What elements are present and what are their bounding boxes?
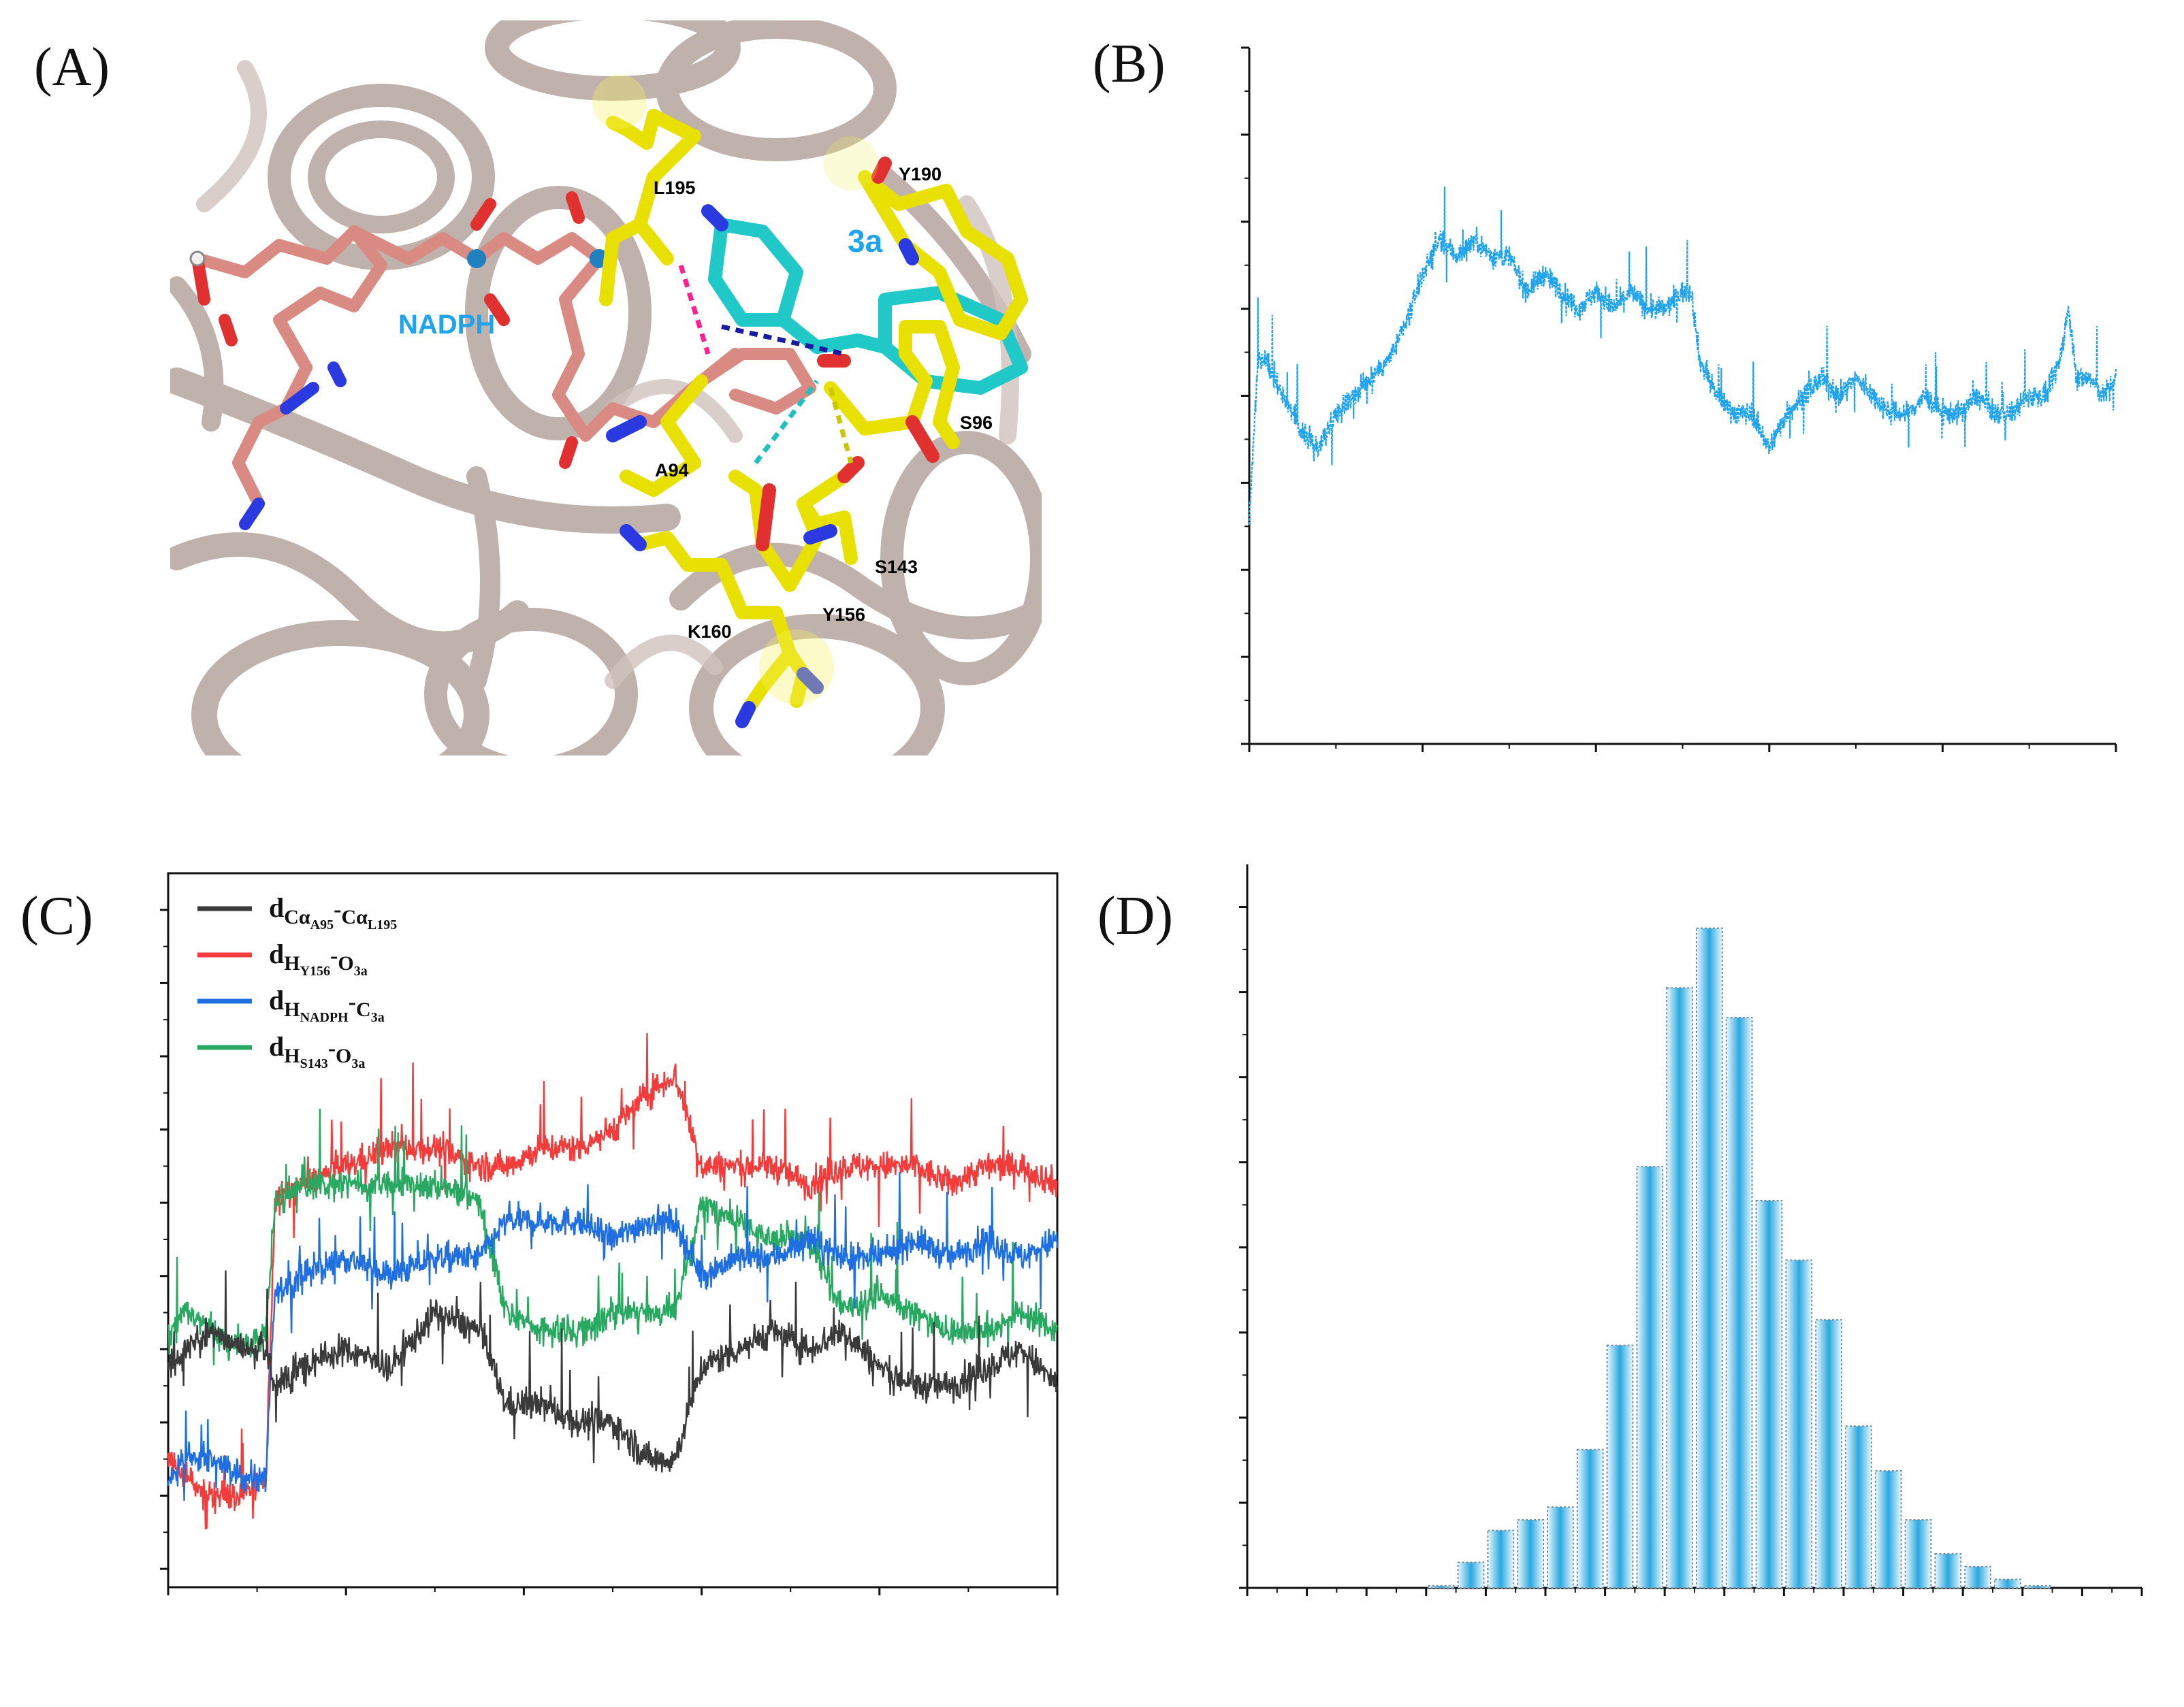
legend-entry-label: dHY156-O3a [269,939,368,979]
distribution-bar [1666,987,1693,1589]
distribution-bar [1934,1552,1962,1589]
panel-a-label: (A) [34,37,110,97]
distribution-bar [1874,1470,1902,1589]
distribution-bar [2023,1584,2051,1589]
distribution-bar [1547,1506,1574,1589]
distribution-bar [1964,1565,1991,1589]
residue-label-y156: Y156 [822,604,865,625]
distribution-bar [1845,1425,1872,1589]
ligand-label: 3a [848,223,883,259]
panel-c: (C) dCαA95-CαL195dHY156-O3adHNADPH-C3adH… [20,872,1059,1595]
distribution-bar [1725,1017,1753,1589]
residue-label-a94: A94 [655,460,689,481]
legend-sub1: Cα [284,906,310,928]
legend-sub3: O [338,952,353,975]
legend-sub1: H [284,952,300,975]
rmsd-chart [1241,46,2117,752]
distance-chart [160,872,1059,1595]
protein-structure-image [170,20,1042,755]
legend-sep: - [349,990,356,1015]
distribution-bar [1755,1199,1783,1589]
residue-label-k160: K160 [688,621,732,642]
cofactor-label: NADPH [398,310,495,340]
legend-sub2: A95 [310,917,334,932]
legend-sub3: O [336,1045,351,1067]
panel-b-label: (B) [1093,34,1166,94]
distribution-bar [1487,1529,1515,1589]
legend-sub4: L195 [368,917,397,932]
legend-main: d [269,1031,284,1062]
panel-d-label: (D) [1097,886,1173,946]
distribution-bar [1427,1584,1455,1589]
panel-a: (A) [34,20,1042,755]
distribution-bar [1636,1165,1664,1589]
distribution-bar [1696,927,1723,1589]
distribution-bar [1904,1518,1932,1589]
residue-label-s96: S96 [960,412,993,433]
distance-legend: dCαA95-CαL195dHY156-O3adHNADPH-C3adHS143… [197,892,397,1071]
residue-label-l195: L195 [654,178,696,198]
legend-sub1: H [284,1045,300,1067]
legend-sub4: 3a [371,1010,385,1025]
legend-sep: - [330,943,338,969]
distribution-bar [1994,1578,2021,1589]
legend-sub4: 3a [354,964,368,979]
distance-series-h-s143-o-3a [167,1108,1059,1366]
legend-main: d [269,892,284,923]
legend-entry-label: dHS143-O3a [269,1031,365,1071]
panel-b: (B) [1093,34,2117,752]
legend-main: d [269,985,284,1015]
panel-d: (D) [1097,864,2143,1596]
legend-sub3: Cα [341,906,368,928]
distribution-bar [1606,1344,1634,1589]
legend-sub2: Y156 [300,964,330,979]
legend-main: d [269,939,284,969]
residue-label-y190: Y190 [899,164,942,184]
distribution-chart [1239,864,2143,1596]
legend-sub2: S143 [300,1056,328,1071]
distance-series-h-nadph-c-3a [167,1172,1059,1501]
legend-entry-label: dCαA95-CαL195 [269,892,397,932]
legend-sub1: H [284,998,300,1021]
residue-label-s143: S143 [875,557,918,577]
legend-entry-label: dHNADPH-C3a [269,985,385,1025]
legend-sub3: C [356,998,371,1021]
distance-series-h-y156-o-3a [167,1033,1059,1529]
distribution-bar [1815,1319,1842,1589]
distribution-bar [1457,1561,1485,1589]
legend-sep: - [328,1036,336,1061]
distribution-bar [1517,1518,1544,1589]
rmsd-series-line [1248,186,2117,525]
legend-sub4: 3a [351,1056,365,1071]
legend-sub2: NADPH [300,1010,349,1025]
distribution-bar [1785,1259,1813,1589]
panel-c-label: (C) [20,886,93,946]
legend-sep: - [334,897,341,922]
distribution-bar [1576,1448,1604,1589]
distance-series-ca-a95-ca-l195 [167,1270,1059,1473]
